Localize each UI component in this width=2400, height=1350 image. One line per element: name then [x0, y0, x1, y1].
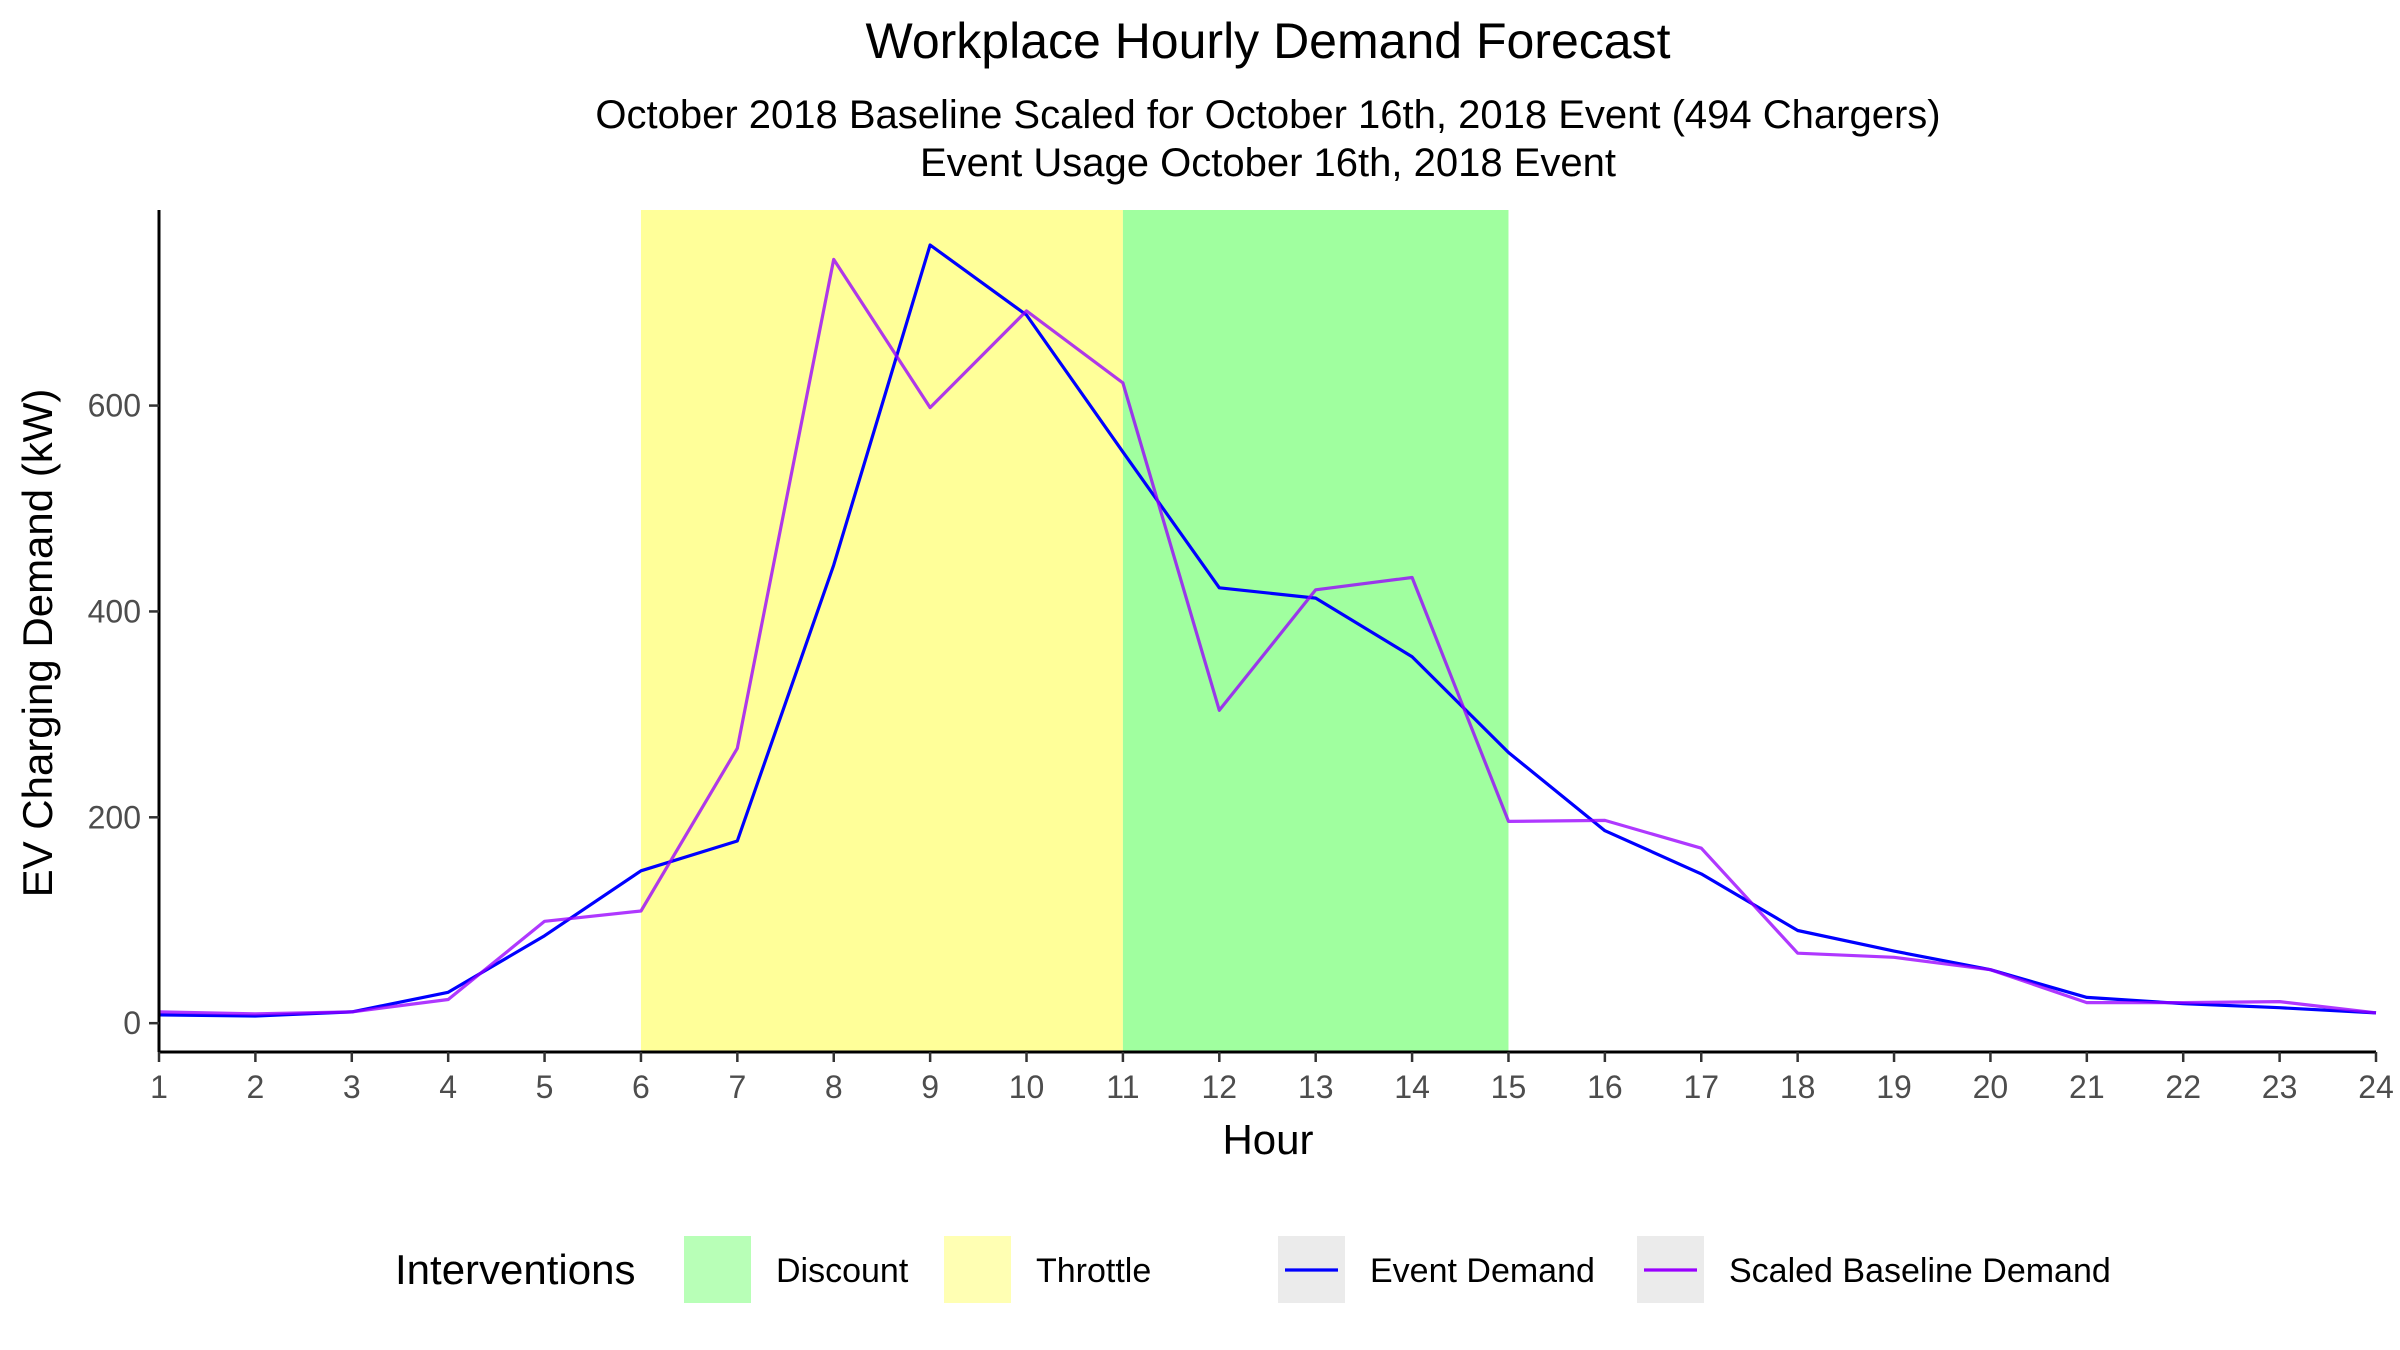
legend-label-event-demand: Event Demand	[1370, 1252, 1595, 1290]
x-tick-label: 13	[1298, 1069, 1334, 1105]
x-tick-label: 2	[246, 1069, 264, 1105]
band-discount	[1122, 210, 1509, 1052]
chart-subtitle-line-2: Event Usage October 16th, 2018 Event	[920, 141, 1616, 185]
y-tick-label: 0	[123, 1005, 141, 1041]
legend-label-scaled-baseline-demand: Scaled Baseline Demand	[1729, 1252, 2111, 1290]
x-tick-label: 7	[728, 1069, 746, 1105]
legend: Interventions Discount Throttle Event Dema…	[395, 1236, 2111, 1303]
y-tick-label: 400	[88, 593, 141, 629]
x-tick-label: 10	[1009, 1069, 1045, 1105]
legend-key-discount	[684, 1236, 751, 1303]
x-tick-label: 11	[1106, 1069, 1139, 1105]
x-tick-label: 1	[150, 1069, 168, 1105]
series-line-scaled-baseline-demand	[158, 257, 2377, 1016]
x-tick-label: 22	[2165, 1069, 2201, 1105]
x-tick-label: 4	[439, 1069, 457, 1105]
chart-subtitle-line-1: October 2018 Baseline Scaled for October…	[595, 93, 1940, 137]
x-tick-label: 18	[1780, 1069, 1816, 1105]
x-tick-label: 16	[1587, 1069, 1623, 1105]
x-tick-label: 24	[2358, 1069, 2394, 1105]
x-tick-label: 17	[1683, 1069, 1719, 1105]
x-tick-label: 14	[1394, 1069, 1430, 1105]
band-throttle	[640, 210, 1123, 1052]
y-tick-label: 200	[88, 799, 141, 835]
y-axis-title: EV Charging Demand (kW)	[14, 389, 61, 898]
x-tick-label: 6	[632, 1069, 650, 1105]
x-tick-label: 20	[1973, 1069, 2009, 1105]
x-tick-label: 15	[1491, 1069, 1527, 1105]
y-tick-label: 600	[88, 388, 141, 424]
x-tick-label: 12	[1202, 1069, 1238, 1105]
x-tick-label: 8	[825, 1069, 843, 1105]
x-axis-title: Hour	[1222, 1116, 1313, 1163]
legend-label-throttle: Throttle	[1036, 1252, 1151, 1290]
legend-label-discount: Discount	[776, 1252, 909, 1290]
x-tick-label: 21	[2069, 1069, 2105, 1105]
x-tick-label: 19	[1876, 1069, 1912, 1105]
x-tick-label: 9	[921, 1069, 939, 1105]
x-tick-label: 5	[536, 1069, 554, 1105]
chart-title: Workplace Hourly Demand Forecast	[866, 13, 1671, 69]
x-tick-label: 3	[343, 1069, 361, 1105]
legend-key-throttle	[944, 1236, 1011, 1303]
x-tick-label: 23	[2262, 1069, 2298, 1105]
legend-title: Interventions	[395, 1246, 635, 1293]
